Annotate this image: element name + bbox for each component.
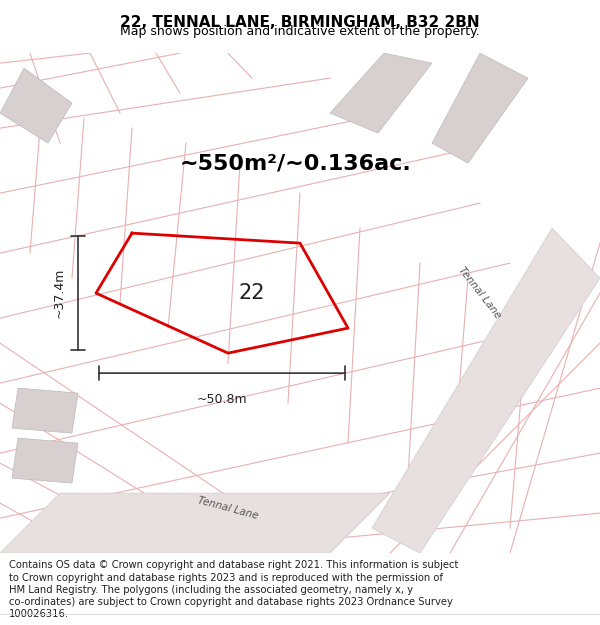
Text: Tennal Lane: Tennal Lane — [457, 266, 503, 321]
Polygon shape — [0, 68, 72, 143]
Text: ~37.4m: ~37.4m — [53, 268, 66, 318]
Text: 100026316.: 100026316. — [9, 609, 69, 619]
Text: to Crown copyright and database rights 2023 and is reproduced with the permissio: to Crown copyright and database rights 2… — [9, 572, 443, 582]
Polygon shape — [432, 53, 528, 163]
Text: HM Land Registry. The polygons (including the associated geometry, namely x, y: HM Land Registry. The polygons (includin… — [9, 585, 413, 595]
Text: ~50.8m: ~50.8m — [197, 393, 247, 406]
Polygon shape — [372, 228, 600, 553]
Polygon shape — [0, 493, 390, 553]
Text: ~550m²/~0.136ac.: ~550m²/~0.136ac. — [180, 153, 412, 173]
Text: 22: 22 — [239, 283, 265, 303]
Text: Map shows position and indicative extent of the property.: Map shows position and indicative extent… — [120, 25, 480, 38]
Polygon shape — [12, 388, 78, 433]
Polygon shape — [330, 53, 432, 133]
Text: Tennal Lane: Tennal Lane — [197, 495, 259, 521]
Text: Contains OS data © Crown copyright and database right 2021. This information is : Contains OS data © Crown copyright and d… — [9, 560, 458, 570]
Polygon shape — [12, 438, 78, 483]
Text: co-ordinates) are subject to Crown copyright and database rights 2023 Ordnance S: co-ordinates) are subject to Crown copyr… — [9, 597, 453, 607]
Text: 22, TENNAL LANE, BIRMINGHAM, B32 2BN: 22, TENNAL LANE, BIRMINGHAM, B32 2BN — [120, 15, 480, 30]
